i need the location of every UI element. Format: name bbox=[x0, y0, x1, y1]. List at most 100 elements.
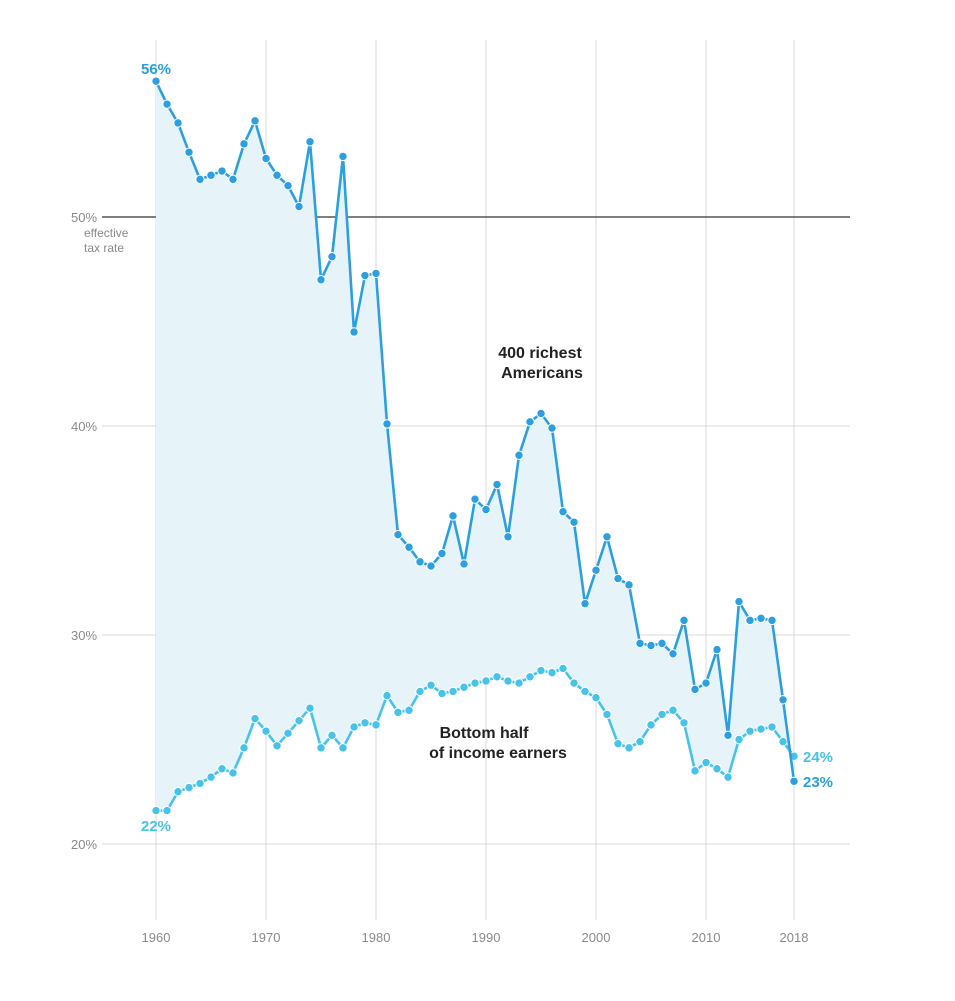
point-richest-1972 bbox=[283, 180, 293, 191]
point-richest-1965 bbox=[206, 170, 216, 180]
point-bottom-half-1964 bbox=[195, 778, 205, 789]
point-richest-2005 bbox=[646, 640, 656, 651]
point-richest-1993 bbox=[514, 450, 524, 460]
point-bottom-half-2010 bbox=[701, 757, 711, 768]
point-bottom-half-1973 bbox=[294, 715, 304, 726]
point-richest-1988 bbox=[459, 559, 469, 569]
point-bottom-half-1974 bbox=[305, 703, 315, 713]
point-richest-2011 bbox=[712, 644, 722, 655]
shaded-gap-area bbox=[156, 81, 794, 811]
point-bottom-half-1990 bbox=[481, 676, 491, 686]
series-label-richest-line-1: 400 richest bbox=[498, 345, 582, 362]
point-bottom-half-1968 bbox=[239, 743, 249, 753]
point-bottom-half-1963 bbox=[184, 782, 194, 793]
point-richest-1978 bbox=[349, 327, 359, 337]
point-richest-1964 bbox=[195, 174, 205, 185]
point-bottom-half-1972 bbox=[283, 728, 293, 738]
point-richest-2007 bbox=[668, 649, 678, 659]
point-richest-2016 bbox=[767, 615, 777, 626]
point-richest-1994 bbox=[525, 417, 535, 427]
end-label-richest: 23% bbox=[803, 774, 833, 791]
point-richest-2001 bbox=[602, 532, 612, 542]
point-richest-2010 bbox=[701, 678, 711, 688]
point-richest-1992 bbox=[503, 532, 513, 542]
point-bottom-half-1998 bbox=[569, 678, 579, 688]
point-bottom-half-1983 bbox=[404, 705, 414, 715]
point-richest-2009 bbox=[690, 684, 700, 695]
start-label-richest: 56% bbox=[141, 61, 171, 78]
axes: 1960 1970 1980 1990 2000 2010 2018 20% 30% 40% 50% bbox=[71, 210, 808, 945]
point-bottom-half-1967 bbox=[228, 768, 238, 778]
point-richest-1963 bbox=[184, 147, 194, 157]
y-tick-label-20: 20% bbox=[71, 837, 97, 852]
point-richest-1981 bbox=[382, 419, 392, 429]
point-bottom-half-1970 bbox=[261, 726, 271, 736]
point-bottom-half-1966 bbox=[217, 764, 227, 774]
x-tick-label-1970: 1970 bbox=[252, 930, 281, 945]
point-bottom-half-2005 bbox=[646, 720, 656, 730]
point-richest-2003 bbox=[624, 580, 634, 590]
point-richest-1990 bbox=[481, 504, 491, 515]
point-richest-2002 bbox=[613, 573, 623, 584]
point-richest-2008 bbox=[679, 615, 689, 626]
point-bottom-half-2006 bbox=[657, 709, 667, 720]
point-richest-1966 bbox=[217, 166, 227, 176]
point-richest-1962 bbox=[173, 118, 183, 128]
point-richest-1980 bbox=[371, 268, 381, 279]
gap-shading bbox=[156, 81, 794, 811]
y-tick-label-50: 50% bbox=[71, 210, 97, 225]
point-richest-1969 bbox=[250, 116, 260, 126]
point-bottom-half-2000 bbox=[591, 693, 601, 703]
point-bottom-half-2011 bbox=[712, 764, 722, 774]
point-bottom-half-1978 bbox=[349, 722, 359, 732]
point-richest-2004 bbox=[635, 638, 645, 649]
point-bottom-half-1976 bbox=[327, 730, 337, 741]
point-richest-1984 bbox=[415, 557, 425, 567]
reference-note-line-2: tax rate bbox=[84, 241, 124, 255]
point-richest-1997 bbox=[558, 506, 568, 517]
point-bottom-half-1982 bbox=[393, 707, 403, 718]
point-bottom-half-2004 bbox=[635, 736, 645, 747]
end-label-bottom-half: 24% bbox=[803, 749, 833, 766]
point-bottom-half-1993 bbox=[514, 678, 524, 688]
point-bottom-half-2015 bbox=[756, 724, 766, 734]
point-richest-2013 bbox=[734, 596, 744, 607]
point-richest-1991 bbox=[492, 479, 502, 490]
series-label-bottom-half-line-2: of income earners bbox=[429, 745, 567, 762]
point-bottom-half-1969 bbox=[250, 713, 260, 724]
point-richest-1996 bbox=[547, 423, 557, 433]
point-bottom-half-1985 bbox=[426, 680, 436, 690]
point-bottom-half-1962 bbox=[173, 787, 183, 797]
x-tick-label-2000: 2000 bbox=[582, 930, 611, 945]
point-richest-1961 bbox=[162, 99, 172, 109]
point-bottom-half-1979 bbox=[360, 718, 370, 728]
y-tick-label-40: 40% bbox=[71, 419, 97, 434]
point-richest-2015 bbox=[756, 613, 766, 623]
point-richest-2018 bbox=[789, 776, 799, 786]
point-bottom-half-1999 bbox=[580, 686, 590, 697]
point-richest-1998 bbox=[569, 517, 579, 527]
point-bottom-half-1991 bbox=[492, 672, 502, 682]
series-label-richest-line-2: Americans bbox=[501, 365, 583, 382]
point-richest-1967 bbox=[228, 174, 238, 185]
point-bottom-half-1965 bbox=[206, 772, 216, 782]
point-bottom-half-2008 bbox=[679, 718, 689, 728]
point-richest-1985 bbox=[426, 561, 436, 571]
x-tick-label-2018: 2018 bbox=[780, 930, 809, 945]
point-bottom-half-2013 bbox=[734, 734, 744, 745]
point-bottom-half-1984 bbox=[415, 686, 425, 697]
point-bottom-half-1977 bbox=[338, 743, 348, 753]
point-richest-1982 bbox=[393, 529, 403, 540]
point-bottom-half-2017 bbox=[778, 736, 788, 747]
start-label-bottom-half: 22% bbox=[141, 818, 171, 835]
point-bottom-half-2003 bbox=[624, 743, 634, 753]
point-bottom-half-1975 bbox=[316, 743, 326, 753]
point-bottom-half-1988 bbox=[459, 682, 469, 692]
point-richest-1971 bbox=[272, 170, 282, 180]
point-richest-2012 bbox=[723, 730, 733, 741]
point-richest-1976 bbox=[327, 252, 337, 262]
point-richest-1970 bbox=[261, 153, 271, 164]
point-bottom-half-1997 bbox=[558, 663, 568, 674]
point-bottom-half-2001 bbox=[602, 709, 612, 720]
point-bottom-half-2016 bbox=[767, 722, 777, 732]
